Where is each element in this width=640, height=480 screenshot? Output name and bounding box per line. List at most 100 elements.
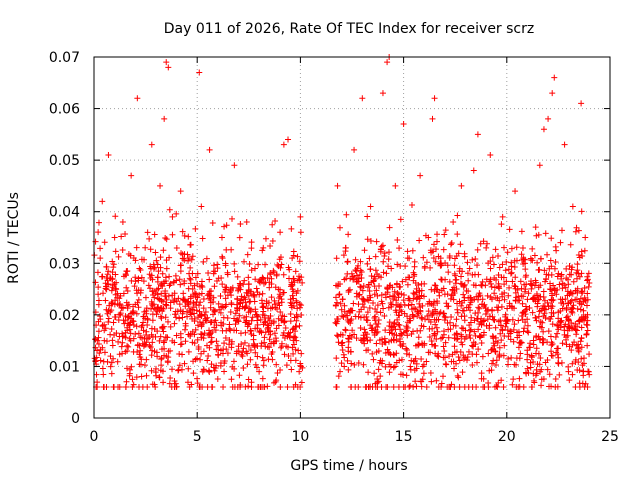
roti-point (398, 308, 405, 315)
roti-point (572, 320, 579, 327)
roti-point (339, 339, 346, 346)
roti-point (275, 295, 282, 302)
roti-point (395, 321, 402, 328)
roti-point (563, 341, 570, 348)
roti-point (492, 246, 499, 253)
roti-point (148, 272, 155, 279)
roti-point (295, 347, 302, 354)
roti-point (541, 267, 548, 274)
roti-point (567, 241, 574, 248)
roti-point (284, 344, 291, 351)
roti-point (472, 341, 479, 348)
roti-point (437, 261, 444, 268)
roti-point (464, 354, 471, 361)
roti-point (167, 305, 174, 312)
roti-point (430, 254, 437, 261)
roti-point (265, 328, 272, 335)
roti-point (519, 310, 526, 317)
roti-point (433, 317, 440, 324)
roti-point (223, 222, 230, 229)
roti-point (478, 339, 485, 346)
roti-point (498, 337, 505, 344)
roti-point (479, 301, 486, 308)
roti-point (586, 351, 593, 358)
roti-point (206, 344, 213, 351)
roti-point (189, 286, 196, 293)
roti-point (297, 229, 304, 236)
roti-point (137, 289, 144, 296)
roti-point (248, 331, 255, 338)
roti-point (352, 267, 359, 274)
roti-point (522, 311, 529, 318)
roti-point (409, 311, 416, 318)
roti-point (526, 344, 533, 351)
roti-point (450, 219, 457, 226)
roti-point (151, 294, 158, 301)
roti-point (95, 328, 102, 335)
roti-point (463, 333, 470, 340)
roti-point (475, 271, 482, 278)
roti-point (413, 360, 420, 367)
roti-point (373, 340, 380, 347)
roti-point (453, 252, 460, 259)
roti-point (549, 321, 556, 328)
roti-point (380, 269, 387, 276)
roti-point (440, 354, 447, 361)
roti-point (367, 203, 374, 210)
roti-point (105, 315, 112, 322)
roti-point (206, 331, 213, 338)
roti-point (383, 270, 390, 277)
roti-point (576, 318, 583, 325)
roti-point (182, 322, 189, 329)
roti-point (132, 278, 139, 285)
roti-point (264, 322, 271, 329)
roti-point (392, 307, 399, 314)
roti-point (181, 360, 188, 367)
y-tick-label: 0 (71, 411, 80, 427)
roti-point (497, 322, 504, 329)
roti-point (283, 362, 290, 369)
roti-point (536, 308, 543, 315)
roti-point (95, 284, 102, 291)
roti-point (499, 293, 506, 300)
roti-point (100, 371, 107, 378)
roti-point (479, 278, 486, 285)
roti-point (485, 350, 492, 357)
roti-point (521, 325, 528, 332)
roti-point (397, 283, 404, 290)
roti-point (337, 368, 344, 375)
roti-point (552, 243, 559, 250)
roti-point (221, 340, 228, 347)
roti-point (582, 380, 589, 387)
roti-point (520, 256, 527, 263)
roti-point (227, 309, 234, 316)
roti-point (335, 315, 342, 322)
roti-point (582, 297, 589, 304)
roti-point (552, 259, 559, 266)
roti-point (185, 348, 192, 355)
roti-point (258, 297, 265, 304)
roti-point (373, 329, 380, 336)
roti-point (433, 377, 440, 384)
roti-point (297, 363, 304, 370)
roti-point (231, 384, 238, 391)
roti-point (498, 221, 505, 228)
roti-point (252, 308, 259, 315)
roti-point (489, 313, 496, 320)
roti-point (297, 213, 304, 220)
roti-point (211, 367, 218, 374)
roti-point (569, 309, 576, 316)
roti-point (286, 266, 293, 273)
roti-point (296, 368, 303, 375)
roti-point (103, 306, 110, 313)
roti-point (175, 367, 182, 374)
roti-point (509, 381, 516, 388)
roti-point (475, 346, 482, 353)
roti-point (199, 235, 206, 242)
roti-point (375, 366, 382, 373)
roti-point (233, 301, 240, 308)
roti-point (440, 343, 447, 350)
roti-point (207, 299, 214, 306)
roti-point (157, 264, 164, 271)
roti-point (186, 305, 193, 312)
